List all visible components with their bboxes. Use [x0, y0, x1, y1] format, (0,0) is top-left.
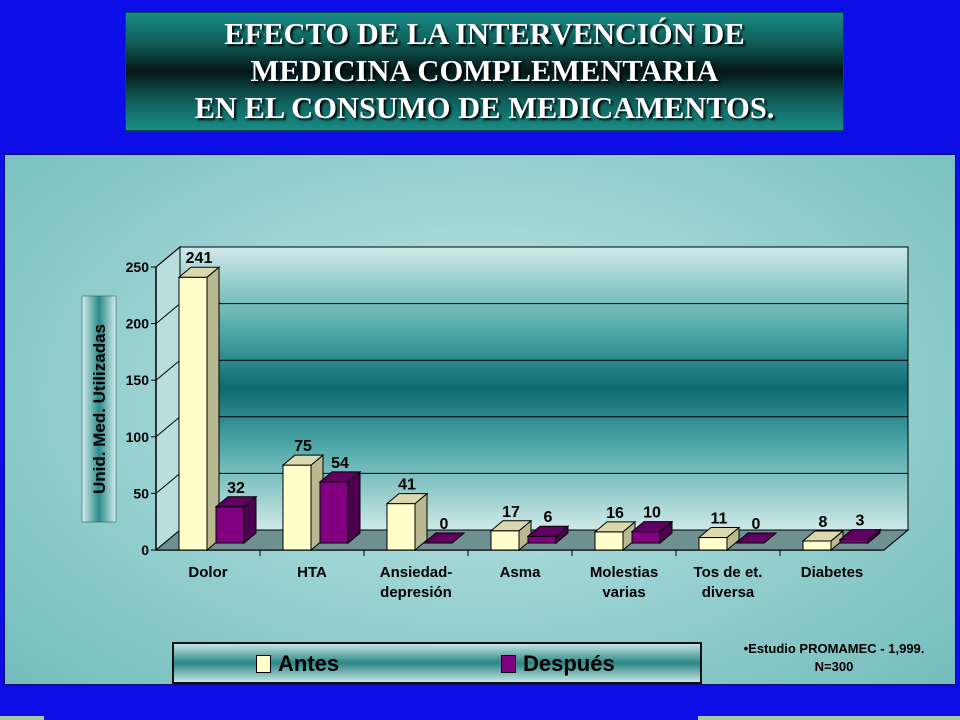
legend-label-despues: Después [523, 651, 615, 676]
title-banner: EFECTO DE LA INTERVENCIÓN DE MEDICINA CO… [125, 12, 844, 131]
bar-top-despues [422, 532, 466, 544]
y-axis-label-box [81, 295, 117, 523]
bar-top-despues [838, 529, 882, 541]
bar-top-despues [526, 525, 570, 537]
bar-front-antes [178, 276, 208, 551]
source-note: •Estudio PROMAMEC - 1,999. N=300 [716, 640, 952, 676]
bar-top-antes [281, 454, 325, 466]
page-title: EFECTO DE LA INTERVENCIÓN DE MEDICINA CO… [195, 16, 775, 127]
y-tick-label: 100 [126, 429, 150, 445]
bar-antes [593, 520, 637, 552]
source-note-line-1: •Estudio PROMAMEC - 1,999. [743, 641, 925, 656]
bar-antes [801, 529, 845, 552]
x-tick-label: Asma [500, 564, 542, 581]
y-tick-label: 250 [126, 259, 150, 275]
bar-front-despues [319, 481, 349, 544]
data-label-antes: 11 [711, 511, 728, 528]
data-label-antes: 17 [502, 504, 520, 521]
legend-swatch-antes [256, 655, 271, 673]
bar-antes [697, 526, 741, 552]
chart-legend: Antes Después [172, 642, 702, 684]
bar-despues [214, 495, 258, 545]
y-axis-label: Unid. Med. Utilizadas [90, 324, 109, 494]
y-tick-label: 150 [126, 372, 150, 388]
bar-top-despues [214, 496, 258, 508]
bar-antes [385, 492, 429, 552]
bar-antes [177, 266, 221, 552]
legend-item-antes: Antes [256, 653, 339, 675]
data-label-despues: 3 [856, 513, 865, 530]
data-label-antes: 8 [819, 514, 828, 531]
bar-front-despues [215, 506, 245, 544]
x-tick-label: Tos de et. diversa [694, 564, 763, 601]
bar-front-antes [386, 503, 416, 551]
source-note-line-2: N=300 [814, 659, 854, 674]
bar-despues [734, 532, 778, 544]
title-line-2: MEDICINA COMPLEMENTARIA [250, 54, 719, 88]
data-label-despues: 32 [227, 480, 245, 497]
bar-front-despues [631, 531, 661, 544]
bar-antes [489, 519, 533, 552]
y-tick-label: 0 [141, 542, 149, 558]
data-label-antes: 41 [398, 477, 416, 494]
bar-despues [630, 520, 674, 545]
bar-front-despues [839, 539, 869, 544]
legend-label-antes: Antes [278, 651, 340, 676]
legend-swatch-despues [501, 655, 516, 673]
x-tick-label: Molestias varias [590, 564, 658, 601]
bar-front-antes [698, 537, 728, 551]
bar-top-antes [177, 266, 221, 278]
bar-top-antes [489, 520, 533, 532]
bottom-accent-right [698, 716, 960, 720]
title-line-1: EFECTO DE LA INTERVENCIÓN DE [224, 17, 745, 51]
bar-despues [526, 525, 570, 545]
bar-top-antes [697, 527, 741, 539]
bar-top-despues [318, 471, 362, 483]
data-label-despues: 0 [440, 516, 449, 533]
bar-despues [838, 528, 882, 545]
x-tick-label: Diabetes [801, 564, 864, 581]
bar-despues [422, 532, 466, 544]
bar-front-antes [282, 464, 312, 551]
y-tick-label: 200 [126, 316, 150, 332]
bar-top-antes [593, 521, 637, 533]
bar-front-antes [802, 540, 832, 551]
data-label-antes: 241 [186, 250, 213, 267]
bottom-accent-left [0, 716, 44, 720]
data-label-despues: 0 [752, 516, 761, 533]
x-tick-label: HTA [297, 564, 327, 581]
bar-top-antes [801, 530, 845, 542]
title-line-3: EN EL CONSUMO DE MEDICAMENTOS. [194, 91, 775, 125]
data-label-antes: 75 [294, 438, 312, 455]
x-tick-label: Ansiedad-depresión [380, 564, 453, 601]
data-label-despues: 54 [331, 455, 349, 472]
bar-top-antes [385, 493, 429, 505]
bar-top-despues [734, 532, 778, 544]
legend-item-despues: Después [501, 653, 615, 675]
bar-despues [318, 470, 362, 545]
data-label-despues: 10 [643, 505, 661, 522]
bar-front-antes [594, 531, 624, 551]
bar-antes [281, 454, 325, 552]
bar-front-antes [490, 530, 520, 551]
chart-side-wall [155, 245, 181, 552]
bar-front-despues [527, 535, 557, 544]
bar-top-despues [630, 521, 674, 533]
data-label-despues: 6 [544, 509, 553, 526]
bar-side-despues [347, 470, 361, 545]
x-tick-label: Dolor [188, 564, 227, 581]
y-tick-label: 50 [133, 485, 149, 501]
gridline [155, 246, 908, 268]
data-label-antes: 16 [606, 505, 624, 522]
